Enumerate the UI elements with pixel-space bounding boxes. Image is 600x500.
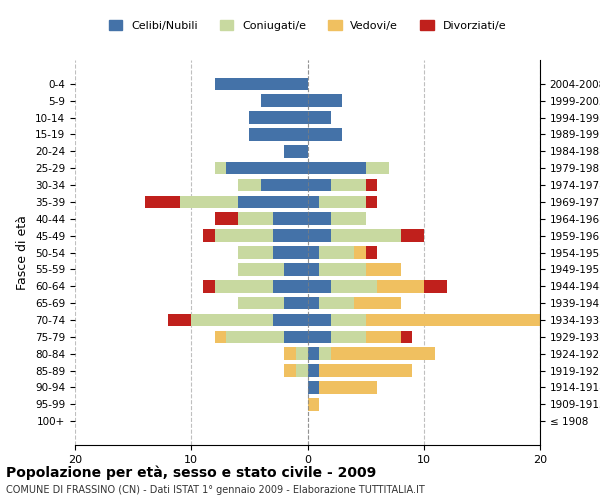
Bar <box>365 196 377 208</box>
Bar <box>319 297 354 310</box>
Bar <box>401 230 424 242</box>
Bar <box>215 162 226 174</box>
Bar <box>331 280 377 292</box>
Bar <box>203 280 215 292</box>
Bar <box>308 196 319 208</box>
Bar <box>191 314 272 326</box>
Bar <box>319 364 412 377</box>
Bar <box>284 330 308 343</box>
Bar <box>168 314 191 326</box>
Bar <box>250 128 308 141</box>
Legend: Celibi/Nubili, Coniugati/e, Vedovi/e, Divorziati/e: Celibi/Nubili, Coniugati/e, Vedovi/e, Di… <box>104 16 511 35</box>
Bar <box>319 381 377 394</box>
Bar <box>272 212 308 225</box>
Bar <box>250 111 308 124</box>
Bar <box>272 280 308 292</box>
Bar <box>354 246 365 259</box>
Bar <box>365 178 377 192</box>
Bar <box>238 297 284 310</box>
Bar <box>272 246 308 259</box>
Bar <box>226 330 284 343</box>
Bar <box>296 364 308 377</box>
Bar <box>308 297 319 310</box>
Bar <box>238 212 272 225</box>
Y-axis label: Fasce di età: Fasce di età <box>16 215 29 290</box>
Bar <box>319 348 331 360</box>
Bar <box>308 314 331 326</box>
Bar <box>319 246 354 259</box>
Bar <box>215 280 272 292</box>
Bar <box>365 246 377 259</box>
Bar <box>331 330 365 343</box>
Bar <box>284 348 296 360</box>
Bar <box>308 348 319 360</box>
Bar <box>238 196 308 208</box>
Bar <box>308 381 319 394</box>
Bar <box>179 196 238 208</box>
Bar <box>365 330 401 343</box>
Bar <box>365 263 401 276</box>
Bar <box>272 314 308 326</box>
Bar <box>308 364 319 377</box>
Bar <box>308 128 343 141</box>
Bar <box>377 280 424 292</box>
Bar <box>308 212 331 225</box>
Bar <box>331 230 401 242</box>
Bar <box>272 230 308 242</box>
Bar <box>424 280 447 292</box>
Bar <box>238 246 272 259</box>
Bar <box>203 230 215 242</box>
Bar <box>226 162 308 174</box>
Bar <box>401 330 412 343</box>
Bar <box>284 263 308 276</box>
Bar <box>354 297 401 310</box>
Bar <box>308 398 319 410</box>
Bar <box>308 178 331 192</box>
Bar <box>238 178 261 192</box>
Bar <box>215 212 238 225</box>
Bar <box>238 263 284 276</box>
Bar <box>296 348 308 360</box>
Bar <box>308 162 365 174</box>
Bar <box>365 162 389 174</box>
Bar <box>319 263 365 276</box>
Bar <box>331 348 436 360</box>
Bar <box>365 314 540 326</box>
Bar <box>308 263 319 276</box>
Bar <box>308 330 331 343</box>
Text: Popolazione per età, sesso e stato civile - 2009: Popolazione per età, sesso e stato civil… <box>6 465 376 479</box>
Bar <box>284 145 308 158</box>
Bar <box>261 94 308 107</box>
Bar <box>284 297 308 310</box>
Bar <box>308 111 331 124</box>
Bar <box>308 280 331 292</box>
Bar <box>215 230 272 242</box>
Bar <box>308 94 343 107</box>
Bar <box>215 330 226 343</box>
Bar <box>331 314 365 326</box>
Text: COMUNE DI FRASSINO (CN) - Dati ISTAT 1° gennaio 2009 - Elaborazione TUTTITALIA.I: COMUNE DI FRASSINO (CN) - Dati ISTAT 1° … <box>6 485 425 495</box>
Bar <box>308 246 319 259</box>
Bar <box>215 78 308 90</box>
Bar <box>308 230 331 242</box>
Bar <box>331 178 365 192</box>
Bar <box>145 196 179 208</box>
Bar <box>331 212 365 225</box>
Bar <box>261 178 308 192</box>
Bar <box>319 196 365 208</box>
Bar <box>284 364 296 377</box>
